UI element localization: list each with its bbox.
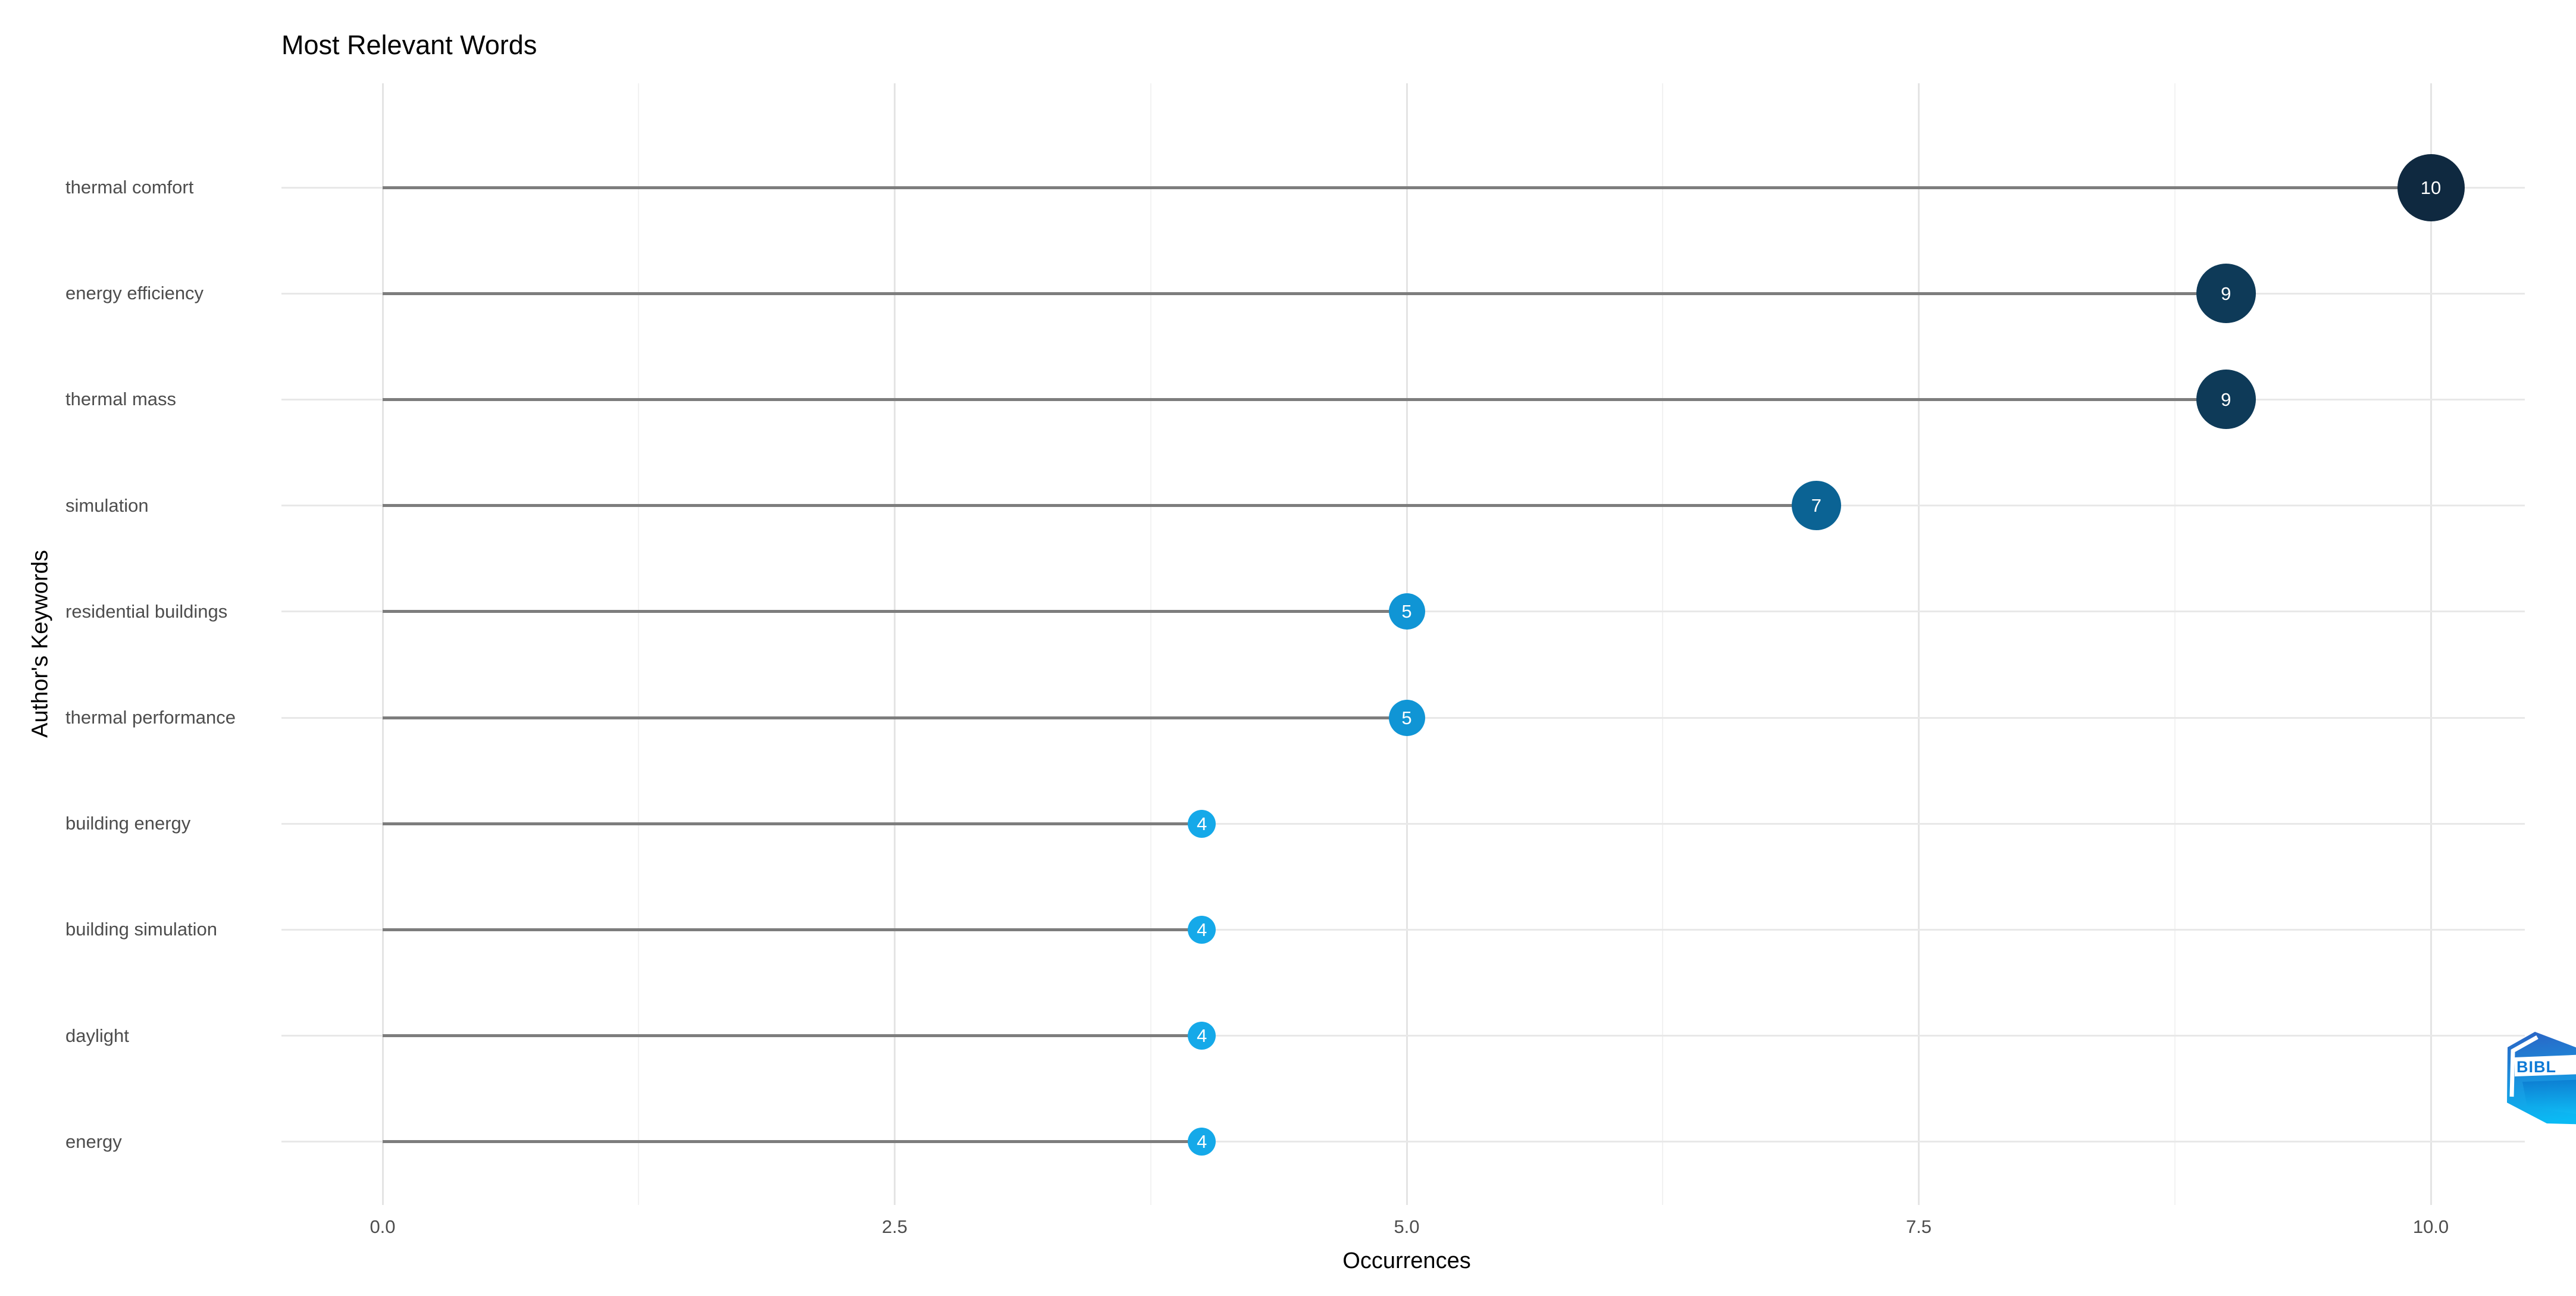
category-label: energy [65,1131,122,1152]
lollipop-dot: 5 [1388,699,1425,736]
row-gridline [281,822,2525,825]
lollipop-stem [383,292,2226,295]
category-label: thermal mass [65,389,177,410]
gridline-vertical-minor [1150,83,1151,1205]
x-tick-label: 2.5 [881,1216,908,1237]
x-tick-label: 10.0 [2412,1216,2449,1237]
gridline-vertical-major [381,83,384,1205]
lollipop-dot: 4 [1188,1128,1216,1156]
lollipop-stem [383,928,1202,931]
dot-value-label: 7 [1811,495,1822,516]
dot-value-label: 10 [2420,177,2442,198]
x-axis-title: Occurrences [1342,1248,1471,1273]
dot-value-label: 4 [1197,1131,1207,1153]
dot-value-label: 5 [1401,601,1412,622]
lollipop-stem [383,504,1817,508]
logo-inner-panel [2522,1079,2576,1114]
x-tick-label: 0.0 [370,1216,396,1237]
lollipop-dot: 4 [1188,809,1216,838]
category-label: simulation [65,494,149,516]
lollipop-dot: 10 [2397,154,2465,221]
dot-value-label: 4 [1197,1025,1207,1047]
lollipop-stem [383,716,1407,719]
row-gridline [281,1141,2525,1143]
lollipop-stem [383,397,2226,401]
category-label: building energy [65,813,191,834]
gridline-vertical-major [894,83,896,1205]
lollipop-dot: 9 [2196,370,2256,430]
category-label: energy efficiency [65,283,204,304]
x-tick-label: 7.5 [1905,1216,1932,1237]
y-axis-title: Author's Keywords [27,550,53,738]
gridline-vertical-minor [2174,83,2176,1205]
dot-value-label: 4 [1197,813,1207,834]
bibliometrix-logo: BIBL [2507,1032,2576,1125]
gridline-vertical-major [1406,83,1408,1205]
lollipop-stem [383,186,2431,189]
dot-value-label: 9 [2221,283,2231,304]
lollipop-stem [383,822,1202,825]
category-label: thermal performance [65,707,236,728]
lollipop-dot: 9 [2196,264,2256,324]
lollipop-dot: 5 [1388,593,1425,630]
gridline-vertical-minor [638,83,640,1205]
gridline-vertical-major [1918,83,1920,1205]
row-gridline [281,928,2525,931]
lollipop-dot: 7 [1791,481,1841,531]
lollipop-stem [383,1140,1202,1144]
gridline-vertical-minor [1662,83,1664,1205]
category-label: residential buildings [65,600,228,622]
dot-value-label: 4 [1197,919,1207,940]
category-label: daylight [65,1025,129,1046]
dot-value-label: 9 [2221,389,2231,410]
category-label: thermal comfort [65,177,194,198]
logo-band [2515,1054,2576,1076]
lollipop-stem [383,610,1407,613]
lollipop-dot: 4 [1188,915,1216,944]
lollipop-dot: 4 [1188,1022,1216,1050]
x-tick-label: 5.0 [1394,1216,1420,1237]
category-label: building simulation [65,919,218,940]
row-gridline [281,1035,2525,1037]
logo-text: BIBL [2516,1058,2556,1076]
dot-value-label: 5 [1401,707,1412,728]
gridline-vertical-major [2430,83,2432,1205]
lollipop-stem [383,1034,1202,1038]
chart-title: Most Relevant Words [281,30,537,60]
logo-spine-line [2509,1035,2539,1097]
